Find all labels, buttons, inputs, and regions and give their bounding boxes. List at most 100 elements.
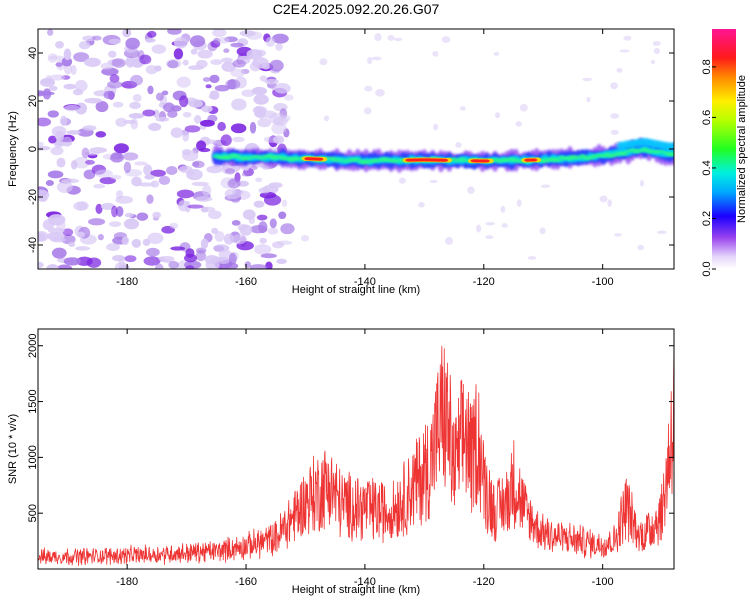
noise-blob — [85, 160, 95, 165]
noise-blob — [240, 224, 253, 235]
noise-blob — [210, 59, 222, 65]
noise-blob — [130, 75, 143, 86]
noise-blob — [540, 228, 546, 235]
noise-blob — [502, 223, 508, 228]
spectrogram-x-tick-label: -160 — [235, 276, 257, 288]
noise-blob — [95, 170, 113, 178]
noise-blob — [276, 259, 287, 264]
noise-blob — [324, 116, 329, 122]
noise-blob — [64, 84, 77, 90]
noise-blob — [95, 131, 106, 137]
noise-blob — [266, 37, 276, 47]
noise-blob — [269, 60, 283, 72]
noise-blob — [217, 257, 230, 264]
spectrogram-y-axis-label: Frequency (Hz) — [7, 111, 19, 187]
noise-blob — [374, 33, 381, 41]
noise-blob — [517, 199, 522, 207]
snr-y-tick-label: 1000 — [27, 445, 39, 469]
colorbar-tick-label: 0.2 — [701, 211, 713, 226]
noise-blob — [187, 204, 203, 208]
noise-blob — [319, 58, 327, 65]
colorbar-tick-label: 0.8 — [701, 59, 713, 74]
noise-blob — [48, 171, 64, 179]
noise-blob — [170, 246, 185, 250]
noise-blob — [61, 178, 79, 183]
noise-blob — [111, 206, 118, 218]
noise-blob — [147, 31, 156, 38]
noise-blob — [190, 35, 205, 47]
noise-blob — [433, 124, 438, 131]
noise-blob — [170, 223, 179, 229]
noise-blob — [442, 36, 451, 43]
snr-panel: -180 -160 -140 -120 -100 500100015002000 Hei… — [7, 329, 674, 596]
noise-blob — [131, 118, 139, 129]
spectrogram-y-tick-label: -20 — [27, 189, 39, 205]
noise-blob — [211, 228, 218, 234]
noise-blob — [47, 29, 53, 36]
noise-blob — [223, 48, 229, 53]
noise-blob — [93, 184, 105, 189]
noise-blob — [179, 95, 188, 107]
noise-blob — [282, 200, 288, 207]
noise-blob — [232, 137, 245, 142]
noise-blob — [171, 105, 182, 111]
noise-blob — [242, 172, 250, 176]
noise-blob — [653, 41, 661, 46]
noise-blob — [83, 125, 97, 131]
noise-blob — [494, 52, 500, 56]
noise-blob — [114, 143, 129, 153]
noise-blob — [418, 202, 425, 208]
noise-blob — [640, 180, 644, 187]
noise-blob — [232, 220, 241, 226]
noise-blob — [136, 213, 148, 221]
noise-blob — [88, 218, 105, 225]
noise-blob — [49, 74, 65, 80]
noise-blob — [611, 130, 619, 135]
noise-blob — [134, 161, 147, 165]
noise-blob — [203, 77, 211, 82]
noise-blob — [657, 230, 667, 234]
noise-blob — [623, 36, 631, 41]
noise-blob — [225, 188, 242, 199]
noise-blob — [254, 201, 265, 208]
noise-blob — [232, 60, 245, 68]
noise-blob — [582, 78, 592, 81]
noise-blob — [614, 233, 621, 237]
noise-blob — [122, 236, 129, 245]
noise-blob — [230, 43, 243, 48]
noise-blob — [46, 180, 54, 186]
noise-blob — [177, 77, 191, 88]
noise-blob — [146, 65, 158, 74]
noise-blob — [147, 86, 153, 95]
noise-blob — [485, 235, 493, 239]
snr-x-tick-label: -180 — [116, 576, 138, 588]
snr-x-tick-label: -120 — [473, 576, 495, 588]
noise-blob — [67, 130, 81, 135]
noise-blob — [250, 122, 256, 134]
noise-blob — [116, 190, 123, 199]
noise-blob — [394, 38, 402, 41]
noise-blob — [49, 86, 58, 91]
noise-blob — [209, 90, 219, 100]
noise-blob — [256, 50, 267, 57]
noise-blob — [167, 27, 181, 35]
noise-blob — [156, 117, 169, 122]
noise-blob — [541, 184, 551, 187]
noise-blob — [125, 213, 134, 218]
noise-blob — [495, 112, 500, 118]
track-segment — [553, 159, 561, 162]
noise-blob — [231, 123, 247, 133]
noise-blob — [56, 158, 65, 168]
track-peak-red — [483, 159, 490, 162]
noise-blob — [195, 196, 212, 202]
noise-blob — [281, 115, 291, 122]
noise-blob — [201, 106, 213, 113]
noise-blob — [247, 31, 263, 39]
noise-blob — [586, 97, 590, 102]
noise-blob — [455, 142, 461, 148]
noise-blob — [146, 248, 160, 257]
noise-blob — [620, 49, 630, 52]
noise-blob — [129, 102, 141, 109]
noise-blob — [124, 218, 139, 229]
noise-blob — [228, 179, 241, 189]
